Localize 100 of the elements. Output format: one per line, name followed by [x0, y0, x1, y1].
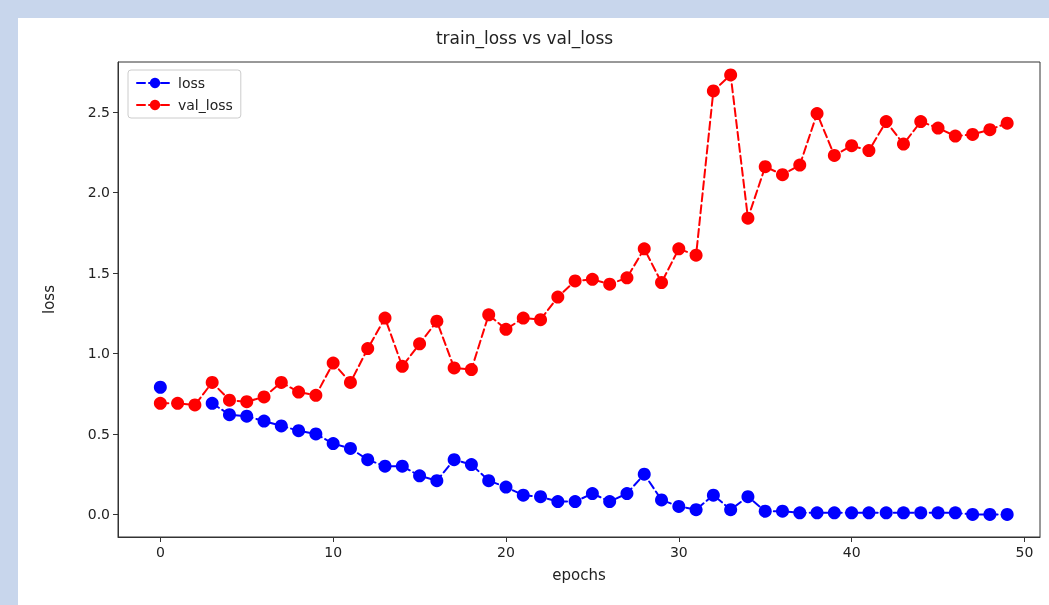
x-axis-title: epochs: [552, 565, 606, 584]
point: [948, 129, 962, 143]
chart-title: train_loss vs val_loss: [435, 27, 614, 49]
point: [914, 115, 928, 129]
point: [378, 311, 392, 325]
point: [447, 361, 461, 375]
point: [257, 414, 271, 428]
point: [274, 419, 288, 433]
point: [499, 480, 513, 494]
point: [896, 137, 910, 151]
point: [689, 248, 703, 262]
point: [516, 488, 530, 502]
point: [724, 503, 738, 517]
point: [603, 277, 617, 291]
legend-label: loss: [178, 75, 206, 91]
point: [620, 271, 634, 285]
point: [793, 506, 807, 520]
point: [568, 495, 582, 509]
point: [222, 393, 236, 407]
point: [378, 459, 392, 473]
point: [793, 158, 807, 172]
point: [1000, 116, 1014, 130]
x-tick-label: 50: [1015, 544, 1034, 560]
point: [326, 437, 340, 451]
point: [292, 385, 306, 399]
point: [240, 395, 254, 409]
point: [534, 490, 548, 504]
point: [706, 84, 720, 98]
legend-label: val_loss: [178, 97, 233, 113]
point: [741, 490, 755, 504]
point: [309, 388, 323, 402]
point: [672, 242, 686, 256]
point: [655, 493, 669, 507]
point: [810, 107, 824, 121]
point: [153, 396, 167, 410]
point: [879, 115, 893, 129]
point: [879, 506, 893, 520]
point: [585, 487, 599, 501]
point: [395, 459, 409, 473]
point: [413, 469, 427, 483]
point: [706, 488, 720, 502]
point: [655, 276, 669, 290]
point: [948, 506, 962, 520]
point: [620, 487, 634, 501]
y-tick-label: 2.0: [87, 184, 110, 201]
point: [862, 506, 876, 520]
point: [776, 504, 789, 518]
point: [188, 398, 202, 412]
point: [499, 322, 513, 336]
point: [758, 160, 772, 174]
point: [257, 390, 271, 404]
point: [914, 506, 928, 520]
point: [361, 342, 375, 356]
point: [966, 507, 980, 521]
point: [361, 453, 375, 467]
point: [1000, 507, 1014, 521]
point: [637, 467, 651, 481]
point: [343, 441, 357, 455]
point: [482, 474, 496, 488]
y-tick-label: 1.5: [87, 264, 110, 281]
point: [983, 123, 997, 137]
y-tick-label: 0.0: [87, 506, 110, 523]
point: [568, 274, 582, 288]
point: [896, 506, 910, 520]
point: [689, 503, 703, 517]
point: [205, 375, 219, 389]
point: [810, 506, 824, 520]
point: [966, 127, 980, 141]
point: [585, 272, 599, 286]
x-tick-label: 0: [155, 544, 165, 560]
point: [274, 375, 288, 389]
point: [551, 495, 565, 509]
point: [776, 168, 789, 182]
point: [292, 424, 306, 438]
point: [827, 506, 841, 520]
point: [153, 380, 167, 394]
point: [534, 313, 548, 327]
point: [240, 409, 254, 423]
y-tick-label: 0.5: [87, 425, 110, 442]
point: [430, 474, 444, 488]
y-axis-title: loss: [39, 284, 58, 314]
point: [551, 290, 565, 304]
point: [395, 359, 409, 373]
point: [222, 408, 236, 422]
point: [741, 211, 755, 225]
point: [931, 506, 945, 520]
y-tick-label: 1.0: [87, 345, 110, 362]
x-tick-label: 40: [842, 544, 861, 560]
point: [845, 506, 859, 520]
point: [672, 499, 686, 513]
point: [724, 68, 738, 82]
point: [862, 144, 876, 158]
point: [447, 453, 461, 467]
point: [309, 427, 323, 441]
point: [413, 337, 427, 351]
point: [326, 356, 340, 370]
x-tick-label: 10: [324, 544, 343, 560]
y-tick-label: 2.5: [87, 103, 110, 120]
point: [827, 148, 841, 162]
point: [931, 121, 945, 135]
